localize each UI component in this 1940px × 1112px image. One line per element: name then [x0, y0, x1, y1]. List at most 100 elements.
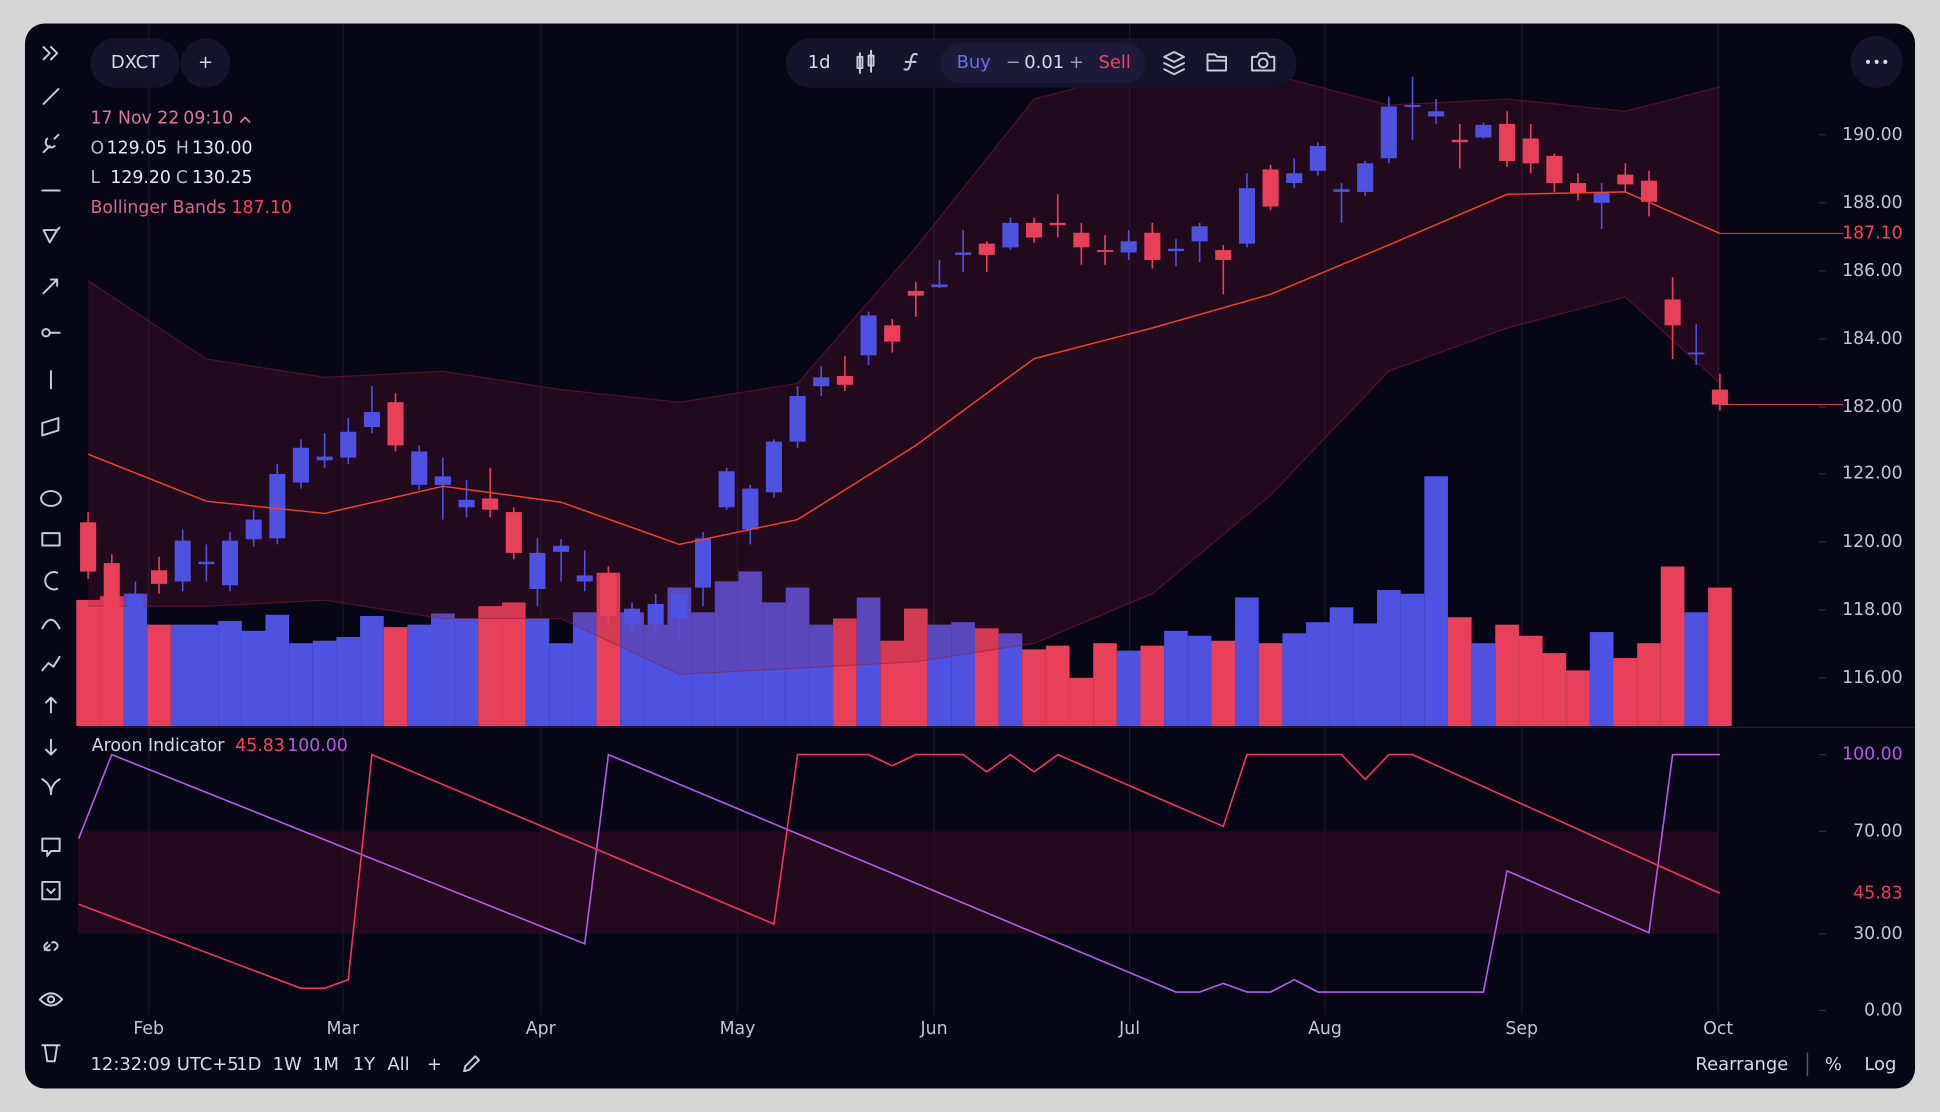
- camera-icon[interactable]: [1251, 52, 1276, 72]
- low-label: L: [91, 168, 101, 188]
- comment-tool[interactable]: [41, 837, 61, 857]
- candle-body: [103, 563, 120, 619]
- candle-body: [505, 512, 522, 553]
- trash-tool[interactable]: [41, 1044, 61, 1063]
- y-tick-label: 190.00: [1842, 125, 1903, 145]
- candle-body: [174, 540, 191, 582]
- candle-body: [1167, 248, 1185, 252]
- high-label: H: [176, 138, 189, 158]
- candle-body: [1144, 232, 1161, 260]
- y-tick-label: 188.00: [1842, 193, 1903, 213]
- bollinger-legend: Bollinger Bands: [91, 198, 226, 218]
- range-button[interactable]: 1Y: [353, 1054, 375, 1075]
- layers-icon[interactable]: [1163, 50, 1185, 76]
- candle-body: [127, 593, 144, 619]
- y-tick-label: 182.00: [1842, 397, 1903, 417]
- arc-tool[interactable]: [44, 571, 59, 591]
- candle-body: [1215, 250, 1232, 260]
- add-symbol[interactable]: +: [198, 52, 213, 73]
- range-button[interactable]: 1W: [273, 1054, 302, 1075]
- close-label: C: [176, 168, 188, 188]
- angle-tool[interactable]: [42, 226, 61, 244]
- volume-bar: [880, 640, 905, 727]
- volume-bar: [1329, 607, 1354, 727]
- symbol-pill[interactable]: [90, 38, 180, 88]
- y2-tick-label: 120.00: [1842, 532, 1903, 552]
- indicators-icon[interactable]: [903, 52, 918, 71]
- volume-bar: [194, 624, 219, 727]
- visibility-tool[interactable]: [38, 992, 64, 1007]
- arrow-down-tool[interactable]: [45, 738, 57, 756]
- chart-type-icon[interactable]: [856, 49, 875, 74]
- folder-icon[interactable]: [1206, 53, 1228, 72]
- sell-button[interactable]: Sell: [1099, 52, 1131, 73]
- log-button[interactable]: Log: [1864, 1054, 1896, 1075]
- add-range[interactable]: +: [427, 1054, 442, 1075]
- volume-bar: [147, 624, 171, 727]
- volume-bar: [785, 587, 810, 727]
- y-tick-label: 30.00: [1853, 924, 1903, 944]
- path-tool[interactable]: [41, 655, 61, 672]
- candle-body: [458, 499, 475, 508]
- volume-bar: [1235, 597, 1259, 727]
- arrow-up-tool[interactable]: [45, 696, 57, 714]
- volume-bar: [289, 643, 313, 727]
- more-icon[interactable]: [1865, 59, 1888, 64]
- volume-bar: [762, 602, 786, 727]
- candle-body: [836, 375, 853, 385]
- volume-bar: [714, 581, 739, 727]
- range-button[interactable]: 1M: [312, 1054, 339, 1075]
- x-tick-label: Sep: [1505, 1019, 1538, 1039]
- line-tool[interactable]: [42, 88, 60, 105]
- decrease-quantity[interactable]: −: [1006, 52, 1021, 73]
- parallel-tool[interactable]: [41, 417, 60, 437]
- bollinger-axis-label: 187.10: [1842, 223, 1903, 243]
- volume-bar: [998, 633, 1023, 727]
- aroon-axis-label: 100.00: [1842, 745, 1903, 765]
- interval[interactable]: 1d: [808, 52, 831, 73]
- range-button[interactable]: 1D: [236, 1054, 261, 1075]
- fork-tool[interactable]: [41, 778, 61, 796]
- volume-bar: [1376, 590, 1401, 727]
- volume-bar: [572, 612, 597, 727]
- candle-body: [1428, 111, 1445, 117]
- ellipse-tool[interactable]: [40, 490, 62, 507]
- arrow-tool[interactable]: [42, 278, 59, 295]
- volume-bar: [478, 606, 502, 727]
- volume-bar: [927, 624, 952, 727]
- candle-body: [576, 575, 593, 582]
- rect-tool[interactable]: [41, 532, 61, 547]
- volume-bar: [1660, 566, 1685, 727]
- candle-body: [1238, 188, 1255, 244]
- increase-quantity[interactable]: +: [1069, 52, 1084, 73]
- percent-button[interactable]: %: [1825, 1054, 1842, 1075]
- flag-tool[interactable]: [41, 880, 61, 901]
- x-tick-label: Jul: [1118, 1019, 1140, 1039]
- x-tick-label: Mar: [326, 1019, 360, 1039]
- ray-tool[interactable]: [41, 328, 61, 338]
- volume-bar: [1353, 623, 1377, 727]
- candle-body: [434, 476, 451, 485]
- rearrange-button[interactable]: Rearrange: [1695, 1054, 1788, 1075]
- add-symbol-button[interactable]: [180, 38, 231, 88]
- volume-bar: [170, 624, 195, 727]
- symbol[interactable]: DXCT: [111, 52, 159, 73]
- volume-bar: [1613, 658, 1638, 727]
- link-tool[interactable]: [43, 941, 59, 952]
- curve-tool[interactable]: [41, 618, 61, 630]
- candle-body: [482, 498, 499, 510]
- legend-date: 17 Nov 22: [91, 109, 180, 129]
- legend-collapse[interactable]: [239, 116, 251, 124]
- buy-button[interactable]: Buy: [957, 52, 992, 73]
- volume-bar: [549, 643, 573, 727]
- range-button[interactable]: All: [387, 1054, 409, 1075]
- candle-body: [742, 488, 759, 530]
- brush-tool[interactable]: [42, 133, 60, 154]
- candle-body: [198, 561, 215, 565]
- quantity[interactable]: 0.01: [1024, 52, 1064, 73]
- trade-pill: [940, 43, 1146, 83]
- edit-icon[interactable]: [463, 1055, 480, 1073]
- candle-body: [1711, 389, 1728, 405]
- expand-icon[interactable]: [42, 46, 59, 61]
- volume-bar: [738, 571, 763, 727]
